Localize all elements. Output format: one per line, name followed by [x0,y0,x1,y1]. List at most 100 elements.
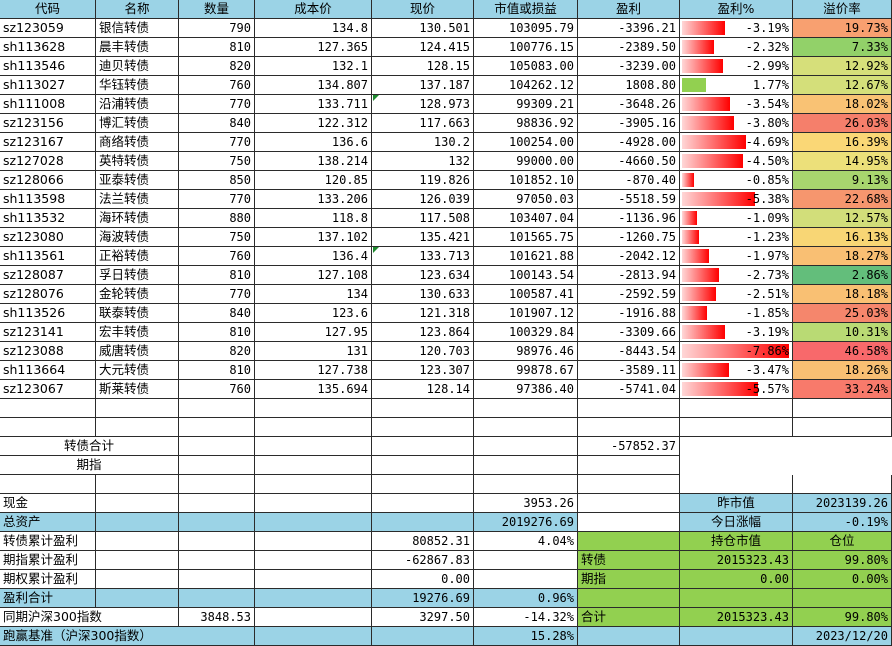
bond-name[interactable]: 斯莱转债 [96,380,179,399]
cb-holding-mv[interactable]: 2015323.43 [680,551,793,570]
empty-cell[interactable] [793,399,892,418]
bond-name[interactable]: 威唐转债 [96,342,179,361]
empty-cell[interactable] [680,475,793,494]
cb-total-label[interactable]: 转债合计 [0,437,179,456]
bond-profit-pct[interactable]: -7.86% [680,342,793,361]
empty-cell[interactable] [96,570,179,589]
bond-market-value[interactable]: 103407.04 [474,209,578,228]
empty-cell[interactable] [578,399,680,418]
total-assets-value[interactable]: 2019276.69 [474,513,578,532]
total-holding-pos[interactable]: 99.80% [793,608,892,627]
bond-price[interactable]: 123.307 [372,361,474,380]
bond-price[interactable]: 123.634 [372,266,474,285]
bond-market-value[interactable]: 98976.46 [474,342,578,361]
bond-premium[interactable]: 12.67% [793,76,892,95]
bond-premium[interactable]: 14.95% [793,152,892,171]
empty-cell[interactable] [179,513,255,532]
empty-cell[interactable] [96,494,179,513]
bond-profit[interactable]: -870.40 [578,171,680,190]
empty-cell[interactable] [578,513,680,532]
bond-profit[interactable]: -2592.59 [578,285,680,304]
bond-price[interactable]: 117.663 [372,114,474,133]
bond-premium[interactable]: 12.92% [793,57,892,76]
bond-profit-pct[interactable]: -2.32% [680,38,793,57]
bond-profit[interactable]: -1916.88 [578,304,680,323]
empty-cell[interactable] [578,418,680,437]
hs300-start[interactable]: 3848.53 [179,608,255,627]
bond-name[interactable]: 联泰转债 [96,304,179,323]
bond-profit[interactable]: -4928.00 [578,133,680,152]
bond-name[interactable]: 大元转债 [96,361,179,380]
bond-name[interactable]: 晨丰转债 [96,38,179,57]
bond-cost[interactable]: 123.6 [255,304,372,323]
bond-code[interactable]: sz127028 [0,152,96,171]
bond-name[interactable]: 银信转债 [96,19,179,38]
bond-cost[interactable]: 127.95 [255,323,372,342]
bond-profit-pct[interactable]: -1.09% [680,209,793,228]
bond-code[interactable]: sz123167 [0,133,96,152]
bond-cost[interactable]: 122.312 [255,114,372,133]
empty-cell[interactable] [474,475,578,494]
bond-qty[interactable]: 840 [179,114,255,133]
total-holding-label[interactable]: 合计 [578,608,680,627]
bond-code[interactable]: sz123088 [0,342,96,361]
bond-code[interactable]: sz123156 [0,114,96,133]
bond-qty[interactable]: 840 [179,304,255,323]
cb-holding-label[interactable]: 转债 [578,551,680,570]
bond-cost[interactable]: 127.108 [255,266,372,285]
empty-cell[interactable] [255,456,372,475]
bond-profit-pct[interactable]: -3.47% [680,361,793,380]
empty-cell[interactable] [255,551,372,570]
empty-cell[interactable] [179,475,255,494]
futures-label[interactable]: 期指 [0,456,179,475]
bond-code[interactable]: sh113546 [0,57,96,76]
bond-market-value[interactable]: 101565.75 [474,228,578,247]
empty-cell[interactable] [179,456,255,475]
bond-qty[interactable]: 750 [179,228,255,247]
bond-name[interactable]: 华钰转债 [96,76,179,95]
bond-premium[interactable]: 18.27% [793,247,892,266]
bond-profit-pct[interactable]: -1.23% [680,228,793,247]
fut-holding-mv[interactable]: 0.00 [680,570,793,589]
bond-profit[interactable]: -5518.59 [578,190,680,209]
empty-cell[interactable] [255,437,372,456]
bond-profit-pct[interactable]: -5.57% [680,380,793,399]
empty-cell[interactable] [474,456,578,475]
bond-profit[interactable]: -3589.11 [578,361,680,380]
bond-price[interactable]: 117.508 [372,209,474,228]
bond-profit-pct[interactable]: -3.80% [680,114,793,133]
bond-qty[interactable]: 760 [179,380,255,399]
bond-cost[interactable]: 127.738 [255,361,372,380]
header-premium[interactable]: 溢价率 [793,0,892,19]
bond-qty[interactable]: 810 [179,266,255,285]
bond-cost[interactable]: 134.8 [255,19,372,38]
hold-mv-label[interactable]: 持仓市值 [680,532,793,551]
empty-cell[interactable] [793,418,892,437]
bond-cost[interactable]: 138.214 [255,152,372,171]
cb-cum-value[interactable]: 80852.31 [372,532,474,551]
hs300-label[interactable]: 同期沪深300指数 [0,608,179,627]
bond-premium[interactable]: 19.73% [793,19,892,38]
empty-cell[interactable] [0,475,96,494]
empty-cell[interactable] [372,513,474,532]
empty-cell[interactable] [96,418,179,437]
bond-qty[interactable]: 810 [179,361,255,380]
bond-premium[interactable]: 26.03% [793,114,892,133]
bond-cost[interactable]: 132.1 [255,57,372,76]
bond-name[interactable]: 商络转债 [96,133,179,152]
bond-qty[interactable]: 750 [179,152,255,171]
header-cost[interactable]: 成本价 [255,0,372,19]
empty-cell[interactable] [680,589,793,608]
bond-market-value[interactable]: 101852.10 [474,171,578,190]
fut-holding-pos[interactable]: 0.00% [793,570,892,589]
bond-cost[interactable]: 133.206 [255,190,372,209]
bond-name[interactable]: 迪贝转债 [96,57,179,76]
prev-mv-value[interactable]: 2023139.26 [793,494,892,513]
bond-qty[interactable]: 850 [179,171,255,190]
empty-cell[interactable] [179,551,255,570]
empty-cell[interactable] [255,532,372,551]
empty-cell[interactable] [0,418,96,437]
bond-profit-pct[interactable]: -4.69% [680,133,793,152]
bond-cost[interactable]: 134.807 [255,76,372,95]
empty-cell[interactable] [372,475,474,494]
